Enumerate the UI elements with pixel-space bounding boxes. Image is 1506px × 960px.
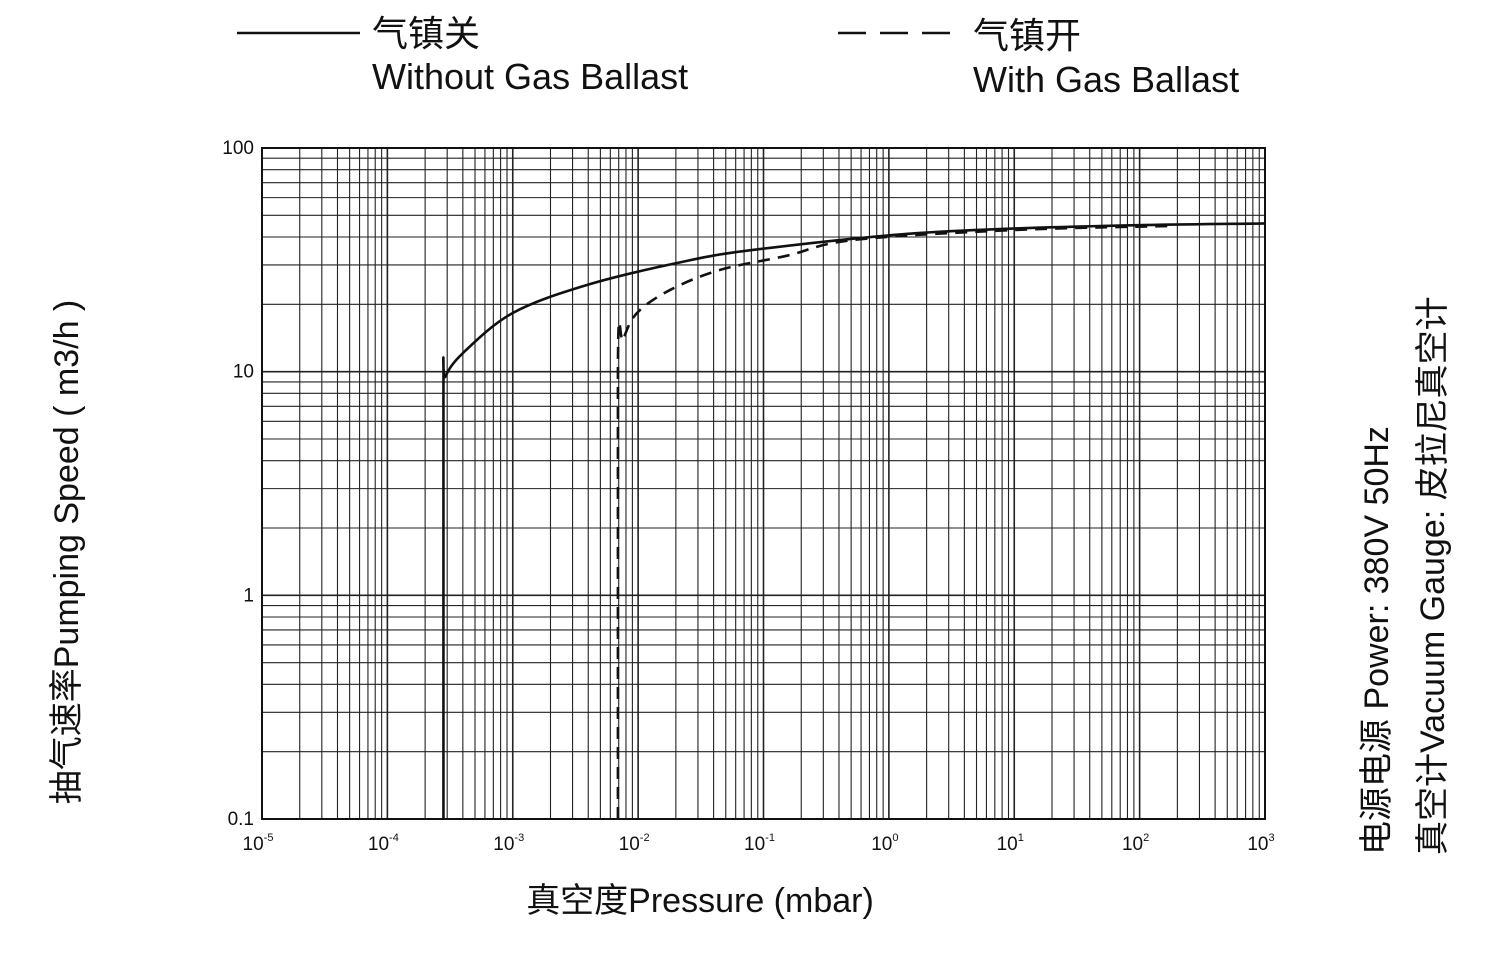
x-tick-base: 10 xyxy=(1122,834,1143,855)
legend-solid-cn: 气镇关 xyxy=(372,13,480,54)
x-tick-exponent: -2 xyxy=(640,832,650,844)
x-axis-label: 真空度Pressure (mbar) xyxy=(526,882,874,920)
x-tick-exponent: -1 xyxy=(765,832,775,844)
x-tick-base: 10 xyxy=(493,834,514,855)
y-tick-label: 1 xyxy=(243,585,254,606)
x-tick-label: 101 xyxy=(997,832,1024,855)
x-tick-exponent: -4 xyxy=(389,832,399,844)
plot-frame xyxy=(261,147,1266,820)
x-tick-base: 10 xyxy=(619,834,640,855)
y-tick-label: 0.1 xyxy=(228,809,254,830)
legend-dashed-cn: 气镇开 xyxy=(973,15,1081,56)
x-tick-label: 100 xyxy=(871,832,898,855)
x-tick-label: 103 xyxy=(1247,832,1274,855)
x-tick-exponent: 1 xyxy=(1018,832,1024,844)
legend: 气镇关 Without Gas Ballast 气镇开 With Gas Bal… xyxy=(237,13,1239,100)
x-tick-label: 10-2 xyxy=(619,832,650,855)
x-tick-label: 10-3 xyxy=(493,832,524,855)
x-tick-label: 10-4 xyxy=(368,832,399,855)
x-tick-label: 10-1 xyxy=(744,832,775,855)
y-tick-labels: 0.1 1 10 100 xyxy=(222,138,254,830)
x-tick-base: 10 xyxy=(1247,834,1268,855)
y-tick-label: 10 xyxy=(233,362,254,383)
power-note: 电源电源 Power: 380V 50Hz xyxy=(1358,426,1396,855)
x-tick-labels: 10-5 10-4 10-3 10-2 10-1 100 101 102 103 xyxy=(243,832,1275,855)
vacuum-gauge-note: 真空计Vacuum Gauge: 皮拉尼真空计 xyxy=(1414,296,1452,855)
x-tick-exponent: -5 xyxy=(264,832,274,844)
series-line-with-gas-ballast xyxy=(616,224,1170,819)
x-tick-exponent: 3 xyxy=(1269,832,1275,844)
x-tick-base: 10 xyxy=(871,834,892,855)
x-tick-label: 102 xyxy=(1122,832,1149,855)
x-tick-base: 10 xyxy=(243,834,264,855)
x-tick-label: 10-5 xyxy=(243,832,274,855)
y-axis-label: 抽气速率Pumping Speed ( m3/h ) xyxy=(48,300,86,805)
legend-solid-en: Without Gas Ballast xyxy=(372,56,688,97)
y-tick-label: 100 xyxy=(222,138,254,159)
x-tick-exponent: -3 xyxy=(514,832,524,844)
x-tick-base: 10 xyxy=(368,834,389,855)
x-tick-base: 10 xyxy=(997,834,1018,855)
x-tick-exponent: 2 xyxy=(1143,832,1149,844)
legend-dashed-en: With Gas Ballast xyxy=(973,59,1239,100)
x-tick-base: 10 xyxy=(744,834,765,855)
curves xyxy=(441,222,1266,819)
series-line-without-gas-ballast xyxy=(441,222,1266,819)
x-tick-exponent: 0 xyxy=(892,832,898,844)
